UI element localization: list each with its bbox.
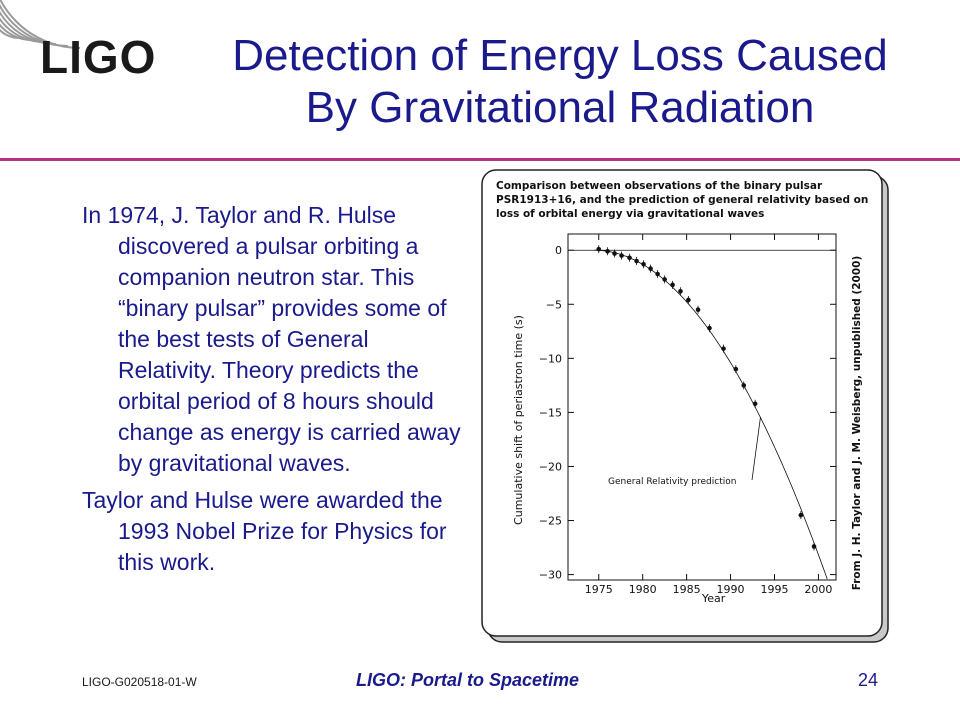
observation-point: [678, 289, 683, 294]
observation-point: [811, 544, 817, 549]
observation-point: [634, 258, 639, 264]
observation-point: [670, 282, 675, 288]
observation-point: [605, 249, 610, 254]
observation-point: [752, 401, 758, 407]
chart-caption-line-3: loss of orbital energy via gravitational…: [496, 208, 764, 220]
y-tick-label: −15: [539, 406, 562, 419]
x-tick-label: 1995: [760, 583, 788, 596]
title-line-2: By Gravitational Radiation: [305, 83, 815, 132]
y-tick-label: −10: [539, 352, 562, 365]
y-tick-label: 0: [555, 244, 562, 257]
footer-title: LIGO: Portal to Spacetime: [356, 670, 580, 690]
observation-point: [612, 251, 617, 256]
chart-caption-line-1: Comparison between observations of the b…: [496, 180, 823, 192]
x-tick-label: 1980: [629, 583, 657, 596]
chart-credit: From J. H. Taylor and J. M. Weisberg, un…: [851, 256, 863, 591]
observation-point: [627, 255, 632, 261]
annotation-leader-line: [751, 417, 761, 481]
chart-caption-line-2: PSR1913+16, and the prediction of genera…: [496, 194, 868, 206]
y-tick-label: −5: [546, 298, 562, 311]
y-tick-label: −30: [539, 569, 562, 582]
figure-panel: [481, 169, 883, 637]
slide-body: In 1974, J. Taylor and R. Hulse discover…: [82, 200, 472, 584]
observation-point: [596, 246, 602, 252]
observation-point: [707, 325, 712, 331]
gr-prediction-curve: [594, 249, 828, 580]
x-tick-label: 1985: [673, 583, 701, 596]
y-tick-label: −25: [539, 515, 562, 528]
observation-point: [741, 383, 747, 388]
y-axis-label: Cumulative shift of periastron time (s): [512, 315, 525, 525]
figure-card: Comparison between observations of the b…: [480, 168, 892, 646]
observation-point: [695, 307, 701, 312]
ligo-logo-arcs-icon: [0, 0, 81, 49]
periastron-shift-chart: Comparison between observations of the b…: [481, 169, 889, 643]
observation-point: [619, 253, 624, 258]
observation-point: [798, 512, 804, 518]
x-axis-label: Year: [701, 592, 726, 605]
observation-point: [721, 346, 726, 351]
body-paragraph-2: Taylor and Hulse were awarded the 1993 N…: [82, 487, 447, 575]
observation-point: [655, 271, 660, 277]
title-divider: [0, 158, 960, 161]
y-tick-label: −20: [539, 460, 562, 473]
footer-doc-id: LIGO-G020518-01-W: [82, 675, 197, 689]
plot-frame: [567, 233, 837, 581]
page-number: 24: [858, 670, 879, 690]
observation-point: [648, 266, 653, 271]
observation-point: [733, 366, 739, 372]
x-tick-label: 2000: [804, 583, 832, 596]
ligo-logo-text: LIGO: [40, 31, 157, 83]
x-tick-label: 1990: [717, 583, 745, 596]
observation-point: [686, 297, 691, 303]
title-line-1: Detection of Energy Loss Caused: [232, 31, 888, 80]
body-paragraph-1: In 1974, J. Taylor and R. Hulse discover…: [82, 202, 461, 476]
observation-point: [662, 277, 667, 282]
slide-title: Detection of Energy Loss Caused By Gravi…: [180, 30, 940, 134]
observation-point: [641, 261, 646, 267]
gr-prediction-annotation: General Relativity prediction: [608, 477, 736, 487]
plot-area: 1975 1980 1985 1990 1995 2000 0 −5 −10 −15 −20 −25 −…: [539, 233, 837, 596]
x-tick-label: 1975: [585, 583, 613, 596]
